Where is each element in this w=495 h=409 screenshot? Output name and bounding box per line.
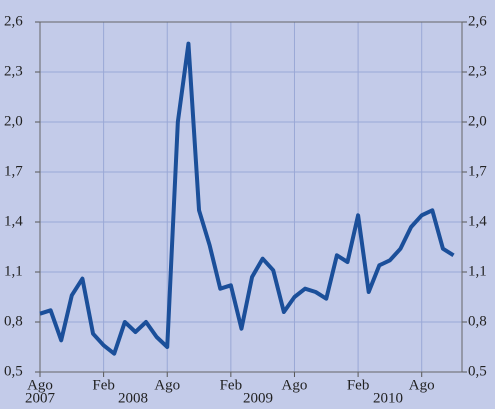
x-tick-label: Ago	[282, 377, 308, 393]
x-tick-label: Ago	[409, 377, 435, 393]
x-tick-label: Feb	[220, 377, 243, 393]
y2-tick-label: 2,6	[468, 13, 487, 29]
year-label: 2007	[25, 390, 56, 406]
y2-tick-label: 0,5	[468, 363, 487, 379]
y-tick-label: 2,6	[4, 13, 23, 29]
year-label: 2010	[373, 390, 403, 406]
x-tick-label: Ago	[154, 377, 180, 393]
year-label: 2008	[118, 390, 148, 406]
y-tick-label: 0,5	[4, 363, 23, 379]
y2-tick-label: 1,1	[468, 263, 487, 279]
y-tick-label: 1,1	[4, 263, 23, 279]
y2-tick-label: 2,3	[468, 63, 487, 79]
x-tick-label: Feb	[347, 377, 370, 393]
y2-tick-label: 2,0	[468, 113, 487, 129]
x-tick-label: Feb	[92, 377, 115, 393]
y-tick-label: 1,4	[4, 213, 23, 229]
plot-border	[39, 21, 463, 373]
year-label: 2009	[243, 390, 273, 406]
y2-tick-label: 1,7	[468, 163, 487, 179]
y-tick-label: 2,0	[4, 113, 23, 129]
y2-tick-label: 1,4	[468, 213, 487, 229]
x-tick-label: Ago	[27, 377, 53, 393]
data-line	[39, 41, 455, 356]
y-tick-label: 0,8	[4, 313, 23, 329]
y-tick-label: 1,7	[4, 163, 23, 179]
y-tick-label: 2,3	[4, 63, 23, 79]
y2-tick-label: 0,8	[468, 313, 487, 329]
